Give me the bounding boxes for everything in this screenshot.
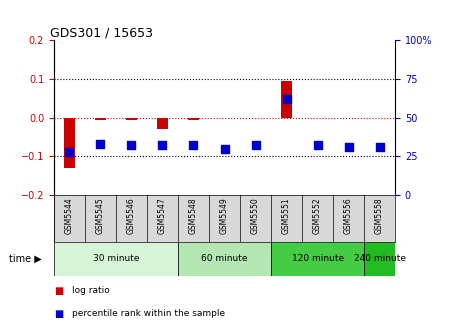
Bar [126, 118, 137, 120]
Point [376, 144, 383, 150]
Text: GSM5545: GSM5545 [96, 197, 105, 234]
Point [283, 96, 290, 102]
Text: percentile rank within the sample: percentile rank within the sample [72, 309, 225, 318]
Bar [178, 242, 271, 276]
Bar [54, 242, 178, 276]
Bar [271, 242, 364, 276]
Text: 240 minute: 240 minute [354, 254, 405, 263]
Text: GSM5547: GSM5547 [158, 197, 167, 234]
Point [190, 143, 197, 148]
Bar [157, 118, 168, 129]
Point [314, 143, 321, 148]
Point [128, 143, 135, 148]
Text: GSM5556: GSM5556 [344, 197, 353, 234]
Text: GSM5544: GSM5544 [65, 197, 74, 234]
Text: time ▶: time ▶ [9, 254, 42, 264]
Bar [95, 118, 106, 120]
Bar [64, 118, 75, 168]
Point [221, 146, 228, 151]
Text: GSM5558: GSM5558 [375, 197, 384, 234]
Text: 120 minute: 120 minute [291, 254, 343, 263]
Point [97, 141, 104, 146]
Text: GSM5551: GSM5551 [282, 197, 291, 234]
Text: GSM5552: GSM5552 [313, 197, 322, 234]
Point [66, 149, 73, 154]
Text: GDS301 / 15653: GDS301 / 15653 [50, 26, 154, 39]
Text: ■: ■ [54, 286, 63, 296]
Text: ■: ■ [54, 309, 63, 319]
Bar [281, 81, 292, 118]
Text: GSM5548: GSM5548 [189, 197, 198, 234]
Bar [364, 242, 395, 276]
Point [252, 143, 259, 148]
Bar [188, 118, 199, 120]
Text: 60 minute: 60 minute [201, 254, 248, 263]
Point [159, 143, 166, 148]
Text: GSM5549: GSM5549 [220, 197, 229, 234]
Text: 30 minute: 30 minute [92, 254, 139, 263]
Text: GSM5546: GSM5546 [127, 197, 136, 234]
Text: log ratio: log ratio [72, 286, 110, 295]
Point [345, 144, 352, 150]
Text: GSM5550: GSM5550 [251, 197, 260, 234]
